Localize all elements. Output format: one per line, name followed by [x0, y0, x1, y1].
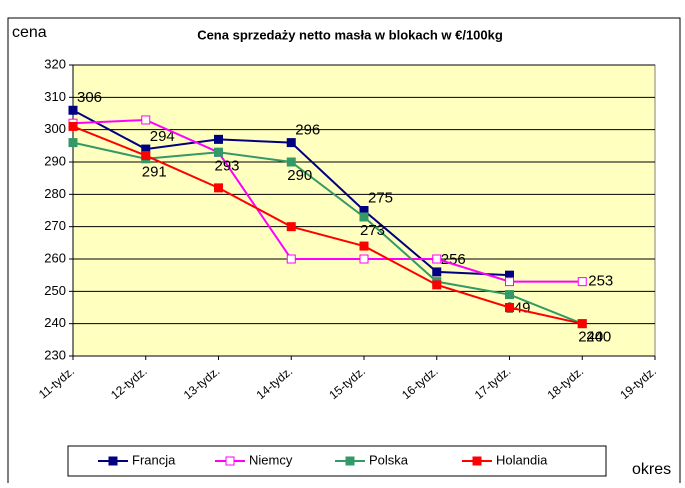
data-point	[68, 138, 78, 148]
y-tick-label: 260	[44, 250, 66, 265]
data-point	[432, 280, 442, 290]
data-point	[286, 138, 296, 148]
data-point	[577, 277, 587, 287]
legend-swatch	[472, 456, 482, 466]
data-label: 291	[142, 164, 167, 181]
legend-label: Polska	[369, 452, 409, 467]
data-label: 275	[368, 189, 393, 206]
data-label: 256	[441, 251, 466, 268]
data-label: 306	[77, 89, 102, 106]
data-point	[432, 254, 442, 264]
data-point	[505, 303, 514, 312]
data-point	[359, 254, 369, 264]
data-label: 294	[150, 128, 175, 145]
data-point	[432, 267, 442, 277]
data-point	[359, 212, 369, 222]
legend-swatch	[108, 456, 118, 466]
data-point	[286, 222, 296, 232]
series-line	[72, 141, 583, 325]
data-label: 240	[578, 329, 603, 346]
y-axis-label: cena	[12, 24, 47, 41]
y-tick-label: 300	[44, 121, 66, 136]
data-label: 240	[586, 329, 611, 346]
data-point	[214, 134, 223, 144]
data-point	[505, 277, 514, 287]
chart-title: Cena sprzedaży netto masła w blokach w €…	[197, 27, 503, 42]
data-point	[577, 319, 587, 329]
data-point	[141, 151, 151, 161]
data-point	[505, 290, 514, 300]
legend-label: Holandia	[496, 452, 548, 467]
x-axis-label: okres	[632, 461, 671, 478]
y-tick-label: 250	[44, 283, 66, 298]
data-point	[214, 183, 223, 193]
data-label: 290	[287, 167, 312, 184]
data-point	[286, 254, 296, 264]
y-tick-label: 240	[44, 315, 66, 330]
data-label: 296	[295, 122, 320, 139]
data-label: 253	[588, 273, 613, 290]
data-label: 293	[215, 157, 240, 174]
data-point	[286, 157, 296, 167]
data-label: 273	[360, 222, 385, 239]
data-point	[68, 121, 78, 131]
data-point	[359, 241, 369, 251]
series-line	[72, 118, 583, 283]
data-point	[214, 147, 223, 157]
y-tick-label: 320	[44, 56, 66, 71]
data-point	[141, 115, 151, 125]
y-tick-label: 290	[44, 153, 66, 168]
y-tick-label: 310	[44, 89, 66, 104]
legend-swatch	[345, 456, 355, 466]
legend-label: Francja	[132, 452, 176, 467]
data-point	[68, 105, 78, 115]
y-tick-label: 280	[44, 186, 66, 201]
y-tick-label: 270	[44, 218, 66, 233]
series-line	[72, 125, 583, 325]
legend-label: Niemcy	[249, 452, 293, 467]
y-tick-label: 230	[44, 347, 66, 362]
legend-swatch	[225, 456, 235, 466]
